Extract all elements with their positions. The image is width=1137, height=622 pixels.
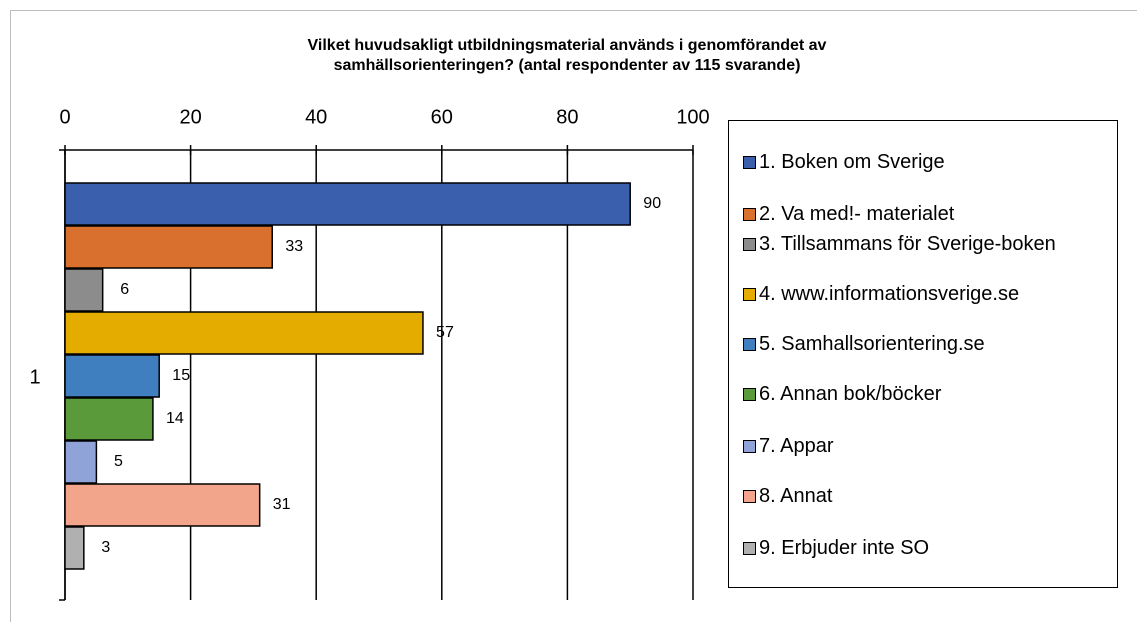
y-tick-label: 1 <box>29 366 40 388</box>
x-tick-label: 60 <box>431 106 453 128</box>
legend-swatch <box>743 440 756 453</box>
legend-swatch <box>743 156 756 169</box>
value-label: 33 <box>285 238 303 255</box>
chart-frame <box>10 10 1137 622</box>
legend-label: 8. Annat <box>759 485 833 507</box>
legend-item: 5. Samhallsorientering.se <box>743 333 1113 355</box>
value-label: 90 <box>643 195 661 212</box>
value-label: 57 <box>436 324 454 341</box>
bar <box>64 440 98 484</box>
bar <box>64 354 160 398</box>
legend-item: 4. www.informationsverige.se <box>743 283 1113 305</box>
legend-label: 6. Annan bok/böcker <box>759 383 942 405</box>
legend-item: 6. Annan bok/böcker <box>743 383 1113 405</box>
value-label: 3 <box>101 539 110 556</box>
bar <box>64 268 104 312</box>
x-tick-label: 80 <box>556 106 578 128</box>
legend-label: 2. Va med!- materialet <box>759 203 955 225</box>
value-label: 31 <box>273 496 291 513</box>
legend-swatch <box>743 208 756 221</box>
legend-item: 1. Boken om Sverige <box>743 151 1113 173</box>
legend-item: 2. Va med!- materialet <box>743 203 1113 225</box>
value-label: 6 <box>120 281 129 298</box>
value-label: 5 <box>114 453 123 470</box>
x-tick-label: 0 <box>59 106 70 128</box>
legend-label: 9. Erbjuder inte SO <box>759 537 930 559</box>
bar <box>64 483 261 527</box>
legend-swatch <box>743 338 756 351</box>
legend-label: 4. www.informationsverige.se <box>759 283 1020 305</box>
bar <box>64 182 631 226</box>
legend-label: 1. Boken om Sverige <box>759 151 945 173</box>
x-tick-label: 100 <box>676 106 709 128</box>
legend-swatch <box>743 542 756 555</box>
bar <box>64 397 154 441</box>
value-label: 15 <box>172 367 190 384</box>
legend-label: 5. Samhallsorientering.se <box>759 333 985 355</box>
legend-swatch <box>743 288 756 301</box>
legend-label: 3. Tillsammans för Sverige-boken <box>759 233 1056 255</box>
legend-swatch <box>743 238 756 251</box>
legend-item: 8. Annat <box>743 485 1113 507</box>
legend: 1. Boken om Sverige 2. Va med!- materiale… <box>728 120 1118 588</box>
legend-swatch <box>743 490 756 503</box>
legend-item: 7. Appar <box>743 435 1113 457</box>
bar <box>64 225 273 269</box>
bar <box>64 311 424 355</box>
value-label: 14 <box>166 410 184 427</box>
legend-swatch <box>743 388 756 401</box>
chart-title: Vilket huvudsakligt utbildningsmaterial … <box>307 37 827 74</box>
legend-label: 7. Appar <box>759 435 834 457</box>
x-tick-label: 20 <box>179 106 201 128</box>
legend-item: 9. Erbjuder inte SO <box>743 537 1113 559</box>
legend-item: 3. Tillsammans för Sverige-boken <box>743 233 1113 255</box>
bar <box>64 526 85 570</box>
x-tick-label: 40 <box>305 106 327 128</box>
